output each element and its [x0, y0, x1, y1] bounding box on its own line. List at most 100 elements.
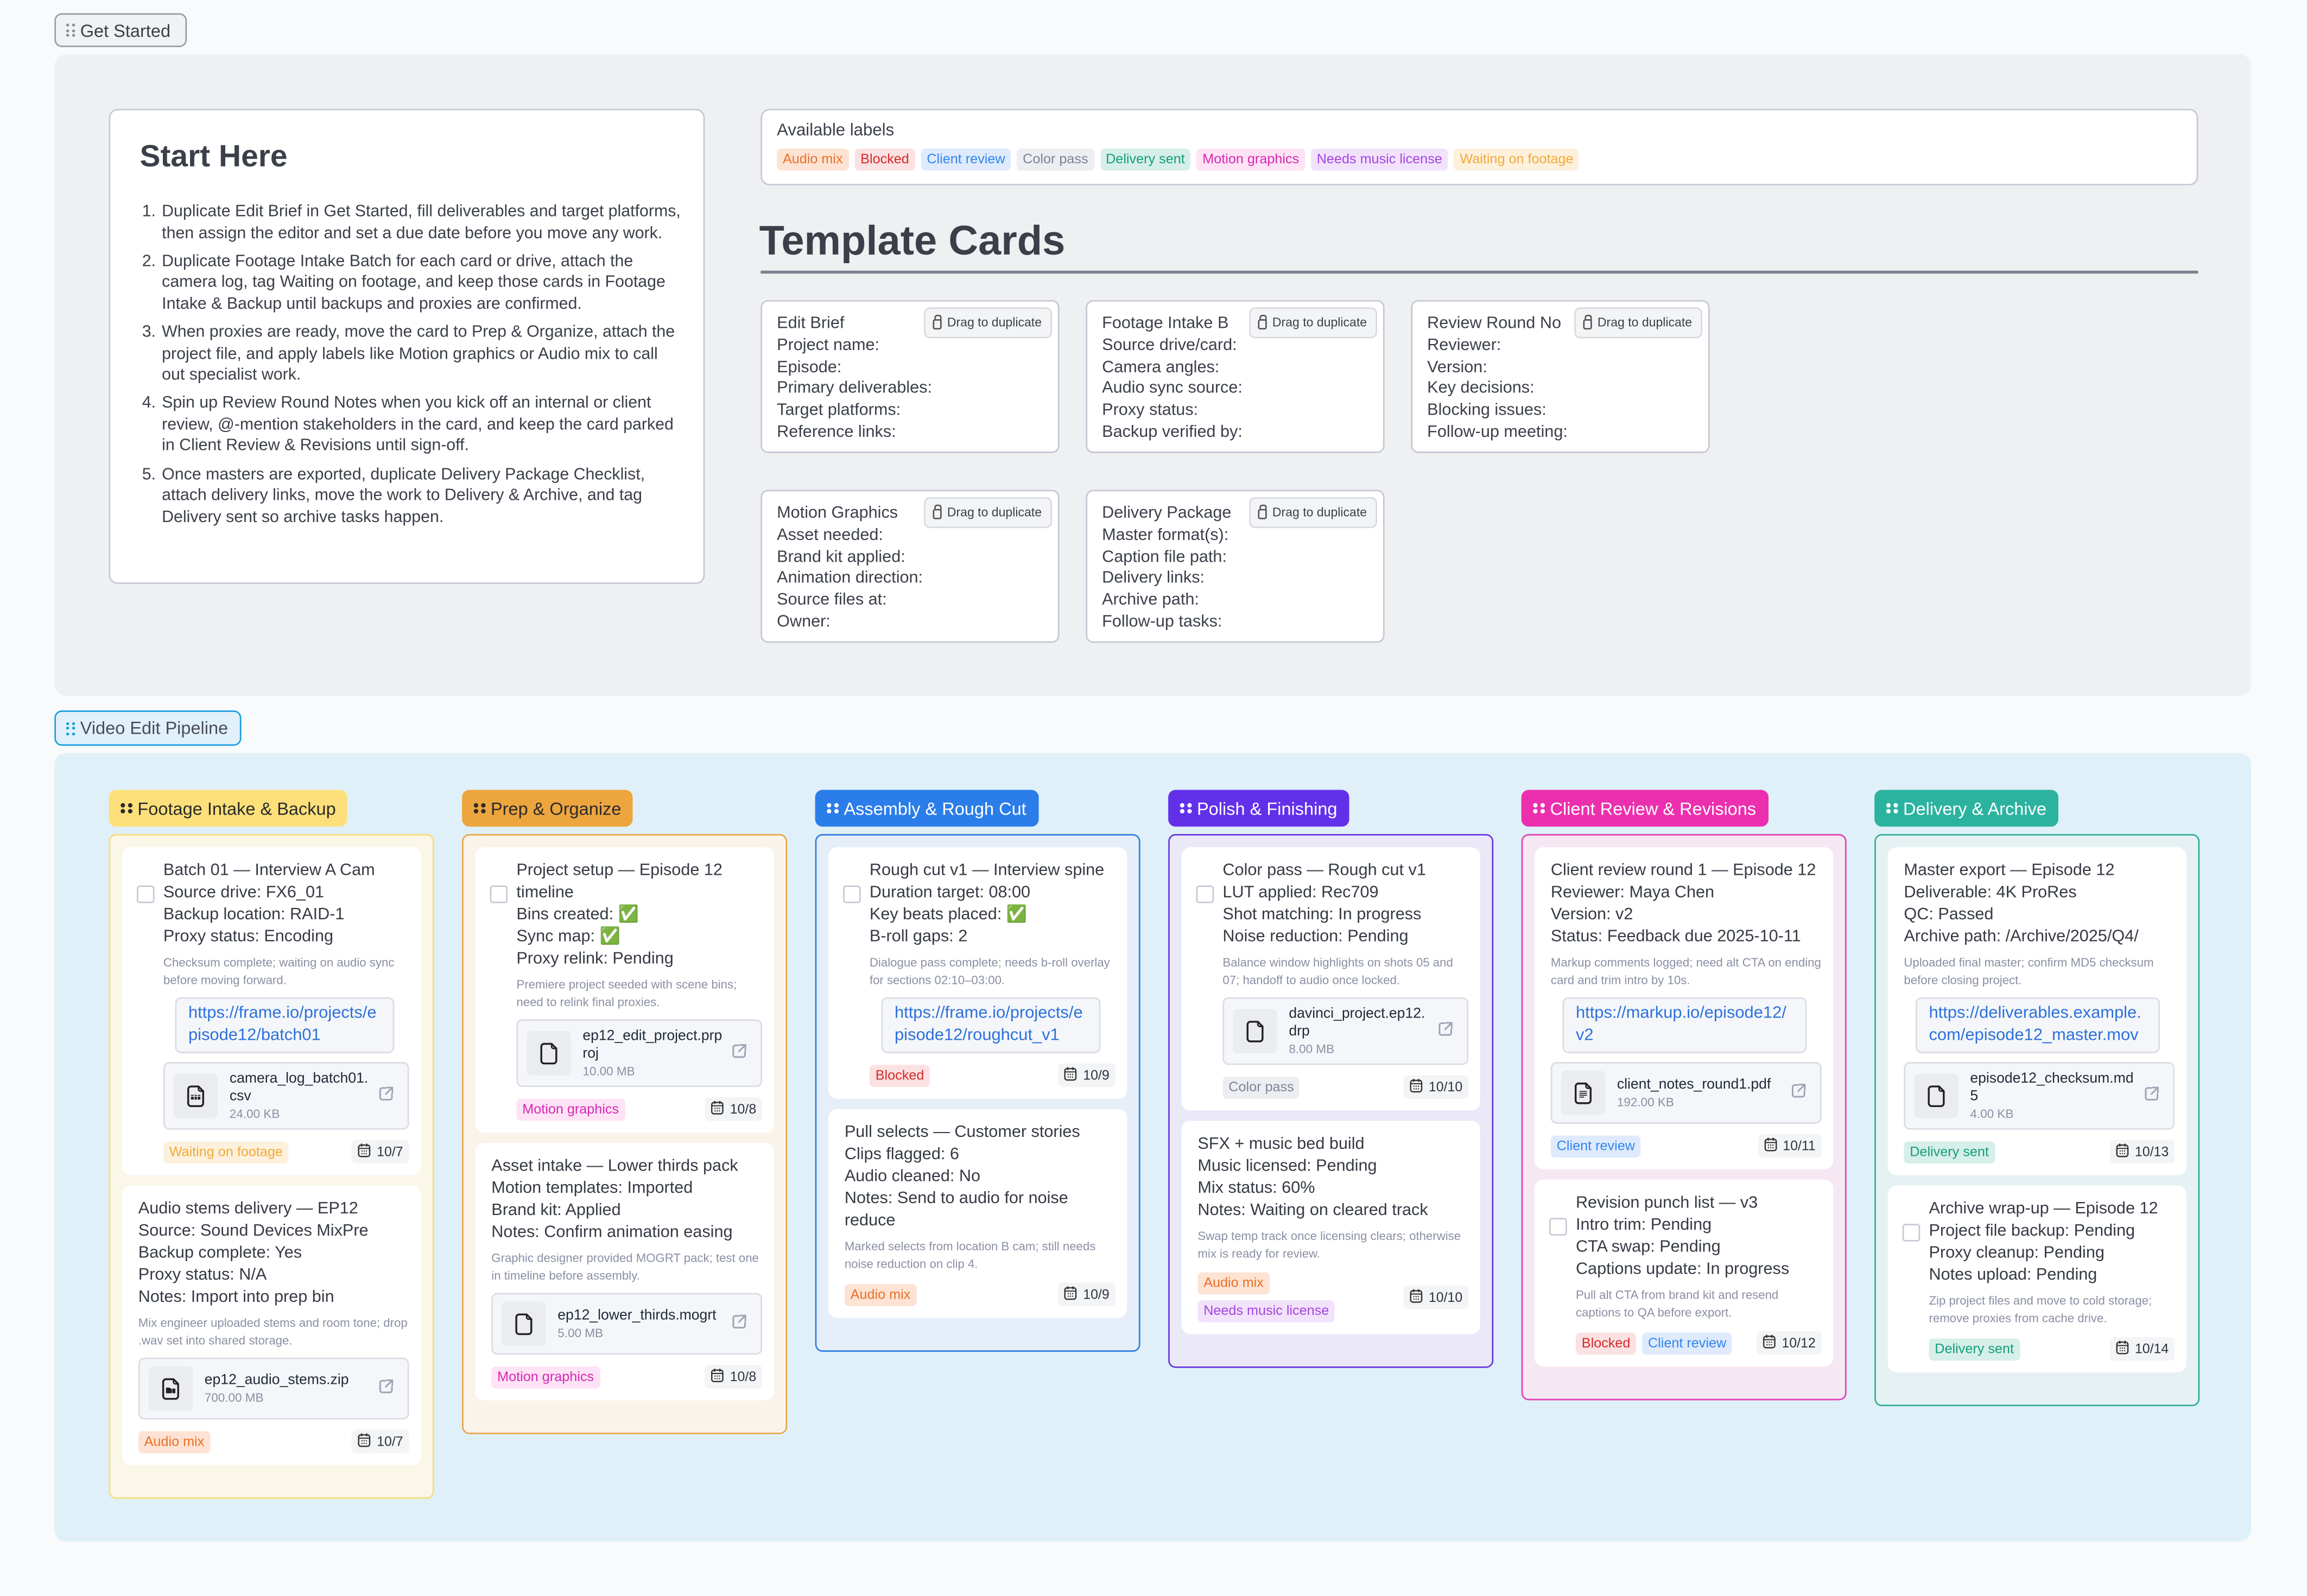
- task-card[interactable]: Audio stems delivery — EP12 Source: Sound…: [122, 1185, 421, 1465]
- spreadsheet-file-icon: [173, 1073, 218, 1118]
- file-attachment[interactable]: ep12_audio_stems.zip 700.00 MB: [138, 1357, 409, 1420]
- card-checkbox[interactable]: [843, 885, 861, 904]
- card-link[interactable]: https://frame.io/projects/episode12/roug…: [881, 997, 1101, 1053]
- label-chip[interactable]: Audio mix: [844, 1283, 917, 1306]
- task-card[interactable]: Color pass — Rough cut v1 LUT applied: Re…: [1181, 847, 1480, 1111]
- due-date[interactable]: 10/10: [1403, 1075, 1469, 1099]
- template-card[interactable]: Footage Intake B Source drive/card: Camera…: [1086, 300, 1385, 453]
- card-checkbox[interactable]: [1196, 885, 1214, 904]
- file-attachment[interactable]: ep12_edit_project.prproj 10.00 MB: [516, 1019, 763, 1088]
- card-checkbox[interactable]: [1902, 1224, 1921, 1242]
- file-attachment[interactable]: client_notes_round1.pdf 192.00 KB: [1550, 1061, 1822, 1124]
- card-description: Mix engineer uploaded stems and room ton…: [138, 1316, 408, 1347]
- file-attachment[interactable]: camera_log_batch01.csv 24.00 KB: [163, 1061, 409, 1130]
- label-chip[interactable]: Motion graphics: [491, 1365, 600, 1388]
- label-chip[interactable]: Motion graphics: [516, 1098, 625, 1121]
- label-chip[interactable]: Motion graphics: [1196, 148, 1305, 171]
- label-chip[interactable]: Client review: [1550, 1135, 1641, 1157]
- card-link[interactable]: https://frame.io/projects/episode12/batc…: [175, 997, 395, 1053]
- open-external-icon[interactable]: [2144, 1083, 2160, 1109]
- label-chip[interactable]: Delivery sent: [1100, 148, 1191, 171]
- column-title: Delivery & Archive: [1903, 798, 2046, 819]
- open-external-icon[interactable]: [1437, 1018, 1454, 1045]
- card-checkbox[interactable]: [490, 885, 508, 904]
- label-chip[interactable]: Audio mix: [1197, 1272, 1270, 1295]
- open-external-icon[interactable]: [378, 1375, 395, 1402]
- section-tag-get-started[interactable]: Get Started: [54, 13, 187, 47]
- due-date[interactable]: 10/13: [2109, 1140, 2175, 1164]
- open-external-icon[interactable]: [1791, 1080, 1807, 1107]
- file-attachment[interactable]: ep12_lower_thirds.mogrt 5.00 MB: [491, 1293, 763, 1355]
- step-2: Duplicate Footage Intake Batch for each …: [160, 251, 682, 316]
- card-checkbox[interactable]: [137, 885, 155, 904]
- due-date[interactable]: 10/7: [352, 1140, 409, 1164]
- column-header[interactable]: Footage Intake & Backup: [109, 790, 348, 827]
- task-card[interactable]: Rough cut v1 — Interview spine Duration t…: [828, 847, 1127, 1099]
- due-date[interactable]: 10/9: [1058, 1063, 1116, 1088]
- due-date[interactable]: 10/14: [2109, 1337, 2175, 1361]
- section-tag-video-edit-pipeline[interactable]: Video Edit Pipeline: [54, 710, 242, 746]
- open-external-icon[interactable]: [378, 1083, 395, 1109]
- calendar-icon: [358, 1433, 371, 1451]
- template-card[interactable]: Edit Brief Project name: Episode: Primary d…: [760, 300, 1060, 453]
- due-date[interactable]: 10/8: [705, 1097, 763, 1121]
- task-card[interactable]: SFX + music bed build Music licensed: Pen…: [1181, 1121, 1480, 1334]
- label-chip[interactable]: Audio mix: [138, 1430, 211, 1453]
- task-card[interactable]: Pull selects — Customer stories Clips fla…: [828, 1109, 1127, 1318]
- file-attachment[interactable]: davinci_project.ep12.drp 8.00 MB: [1222, 997, 1469, 1065]
- due-date[interactable]: 10/8: [705, 1365, 763, 1389]
- card-link[interactable]: https://markup.io/episode12/v2: [1562, 997, 1807, 1053]
- calendar-icon: [1764, 1137, 1777, 1155]
- template-card[interactable]: Delivery Package Master format(s): Caption…: [1086, 489, 1385, 643]
- template-card[interactable]: Review Round No Reviewer: Version: Key deci…: [1411, 300, 1710, 453]
- label-chip[interactable]: Blocked: [854, 148, 915, 171]
- card-line: Shot matching: In progress: [1222, 906, 1422, 924]
- due-date[interactable]: 10/9: [1058, 1282, 1116, 1306]
- drag-to-duplicate-button[interactable]: Drag to duplicate: [1574, 307, 1703, 338]
- card-labels: Waiting on footage: [163, 1140, 289, 1163]
- file-attachment[interactable]: episode12_checksum.md5 4.00 KB: [1904, 1061, 2175, 1130]
- task-card[interactable]: Revision punch list — v3 Intro trim: Pend…: [1535, 1179, 1834, 1367]
- document-file-icon: [1561, 1071, 1606, 1115]
- task-card[interactable]: Batch 01 — Interview A Cam Source drive: …: [122, 847, 421, 1175]
- column-header[interactable]: Client Review & Revisions: [1521, 790, 1768, 827]
- column-header[interactable]: Polish & Finishing: [1168, 790, 1349, 827]
- task-card[interactable]: Archive wrap-up — Episode 12 Project file…: [1887, 1185, 2186, 1372]
- task-card[interactable]: Project setup — Episode 12 timeline Bins …: [475, 847, 774, 1133]
- open-external-icon[interactable]: [731, 1040, 747, 1066]
- card-description: Dialogue pass complete; needs b-roll ove…: [869, 956, 1110, 987]
- open-external-icon[interactable]: [731, 1311, 747, 1337]
- label-chip[interactable]: Delivery sent: [1904, 1140, 1995, 1163]
- drag-to-duplicate-button[interactable]: Drag to duplicate: [923, 497, 1053, 528]
- task-card[interactable]: Client review round 1 — Episode 12 Review…: [1535, 847, 1834, 1169]
- due-date[interactable]: 10/11: [1758, 1134, 1822, 1158]
- template-card[interactable]: Motion Graphics Asset needed: Brand kit ap…: [760, 489, 1060, 643]
- card-content: Revision punch list — v3 Intro trim: Pend…: [1575, 1193, 1822, 1355]
- task-card[interactable]: Master export — Episode 12 Deliverable: 4…: [1887, 847, 2186, 1175]
- drag-to-duplicate-button[interactable]: Drag to duplicate: [1248, 497, 1378, 528]
- task-card[interactable]: Asset intake — Lower thirds pack Motion t…: [475, 1143, 774, 1401]
- label-chip[interactable]: Client review: [921, 148, 1011, 171]
- label-chip[interactable]: Needs music license: [1310, 148, 1448, 171]
- drag-to-duplicate-button[interactable]: Drag to duplicate: [923, 307, 1053, 338]
- label-chip[interactable]: Client review: [1642, 1332, 1733, 1355]
- drag-to-duplicate-button[interactable]: Drag to duplicate: [1248, 307, 1378, 338]
- label-chip[interactable]: Delivery sent: [1929, 1338, 2020, 1360]
- label-chip[interactable]: Color pass: [1017, 148, 1094, 171]
- label-chip[interactable]: Blocked: [869, 1064, 930, 1086]
- label-chip[interactable]: Waiting on footage: [163, 1140, 289, 1163]
- label-chip[interactable]: Audio mix: [777, 148, 849, 171]
- due-date[interactable]: 10/10: [1403, 1285, 1469, 1309]
- label-chip[interactable]: Waiting on footage: [1454, 148, 1580, 171]
- due-date[interactable]: 10/7: [352, 1429, 409, 1453]
- column-header[interactable]: Prep & Organize: [462, 790, 633, 827]
- due-date[interactable]: 10/12: [1757, 1331, 1822, 1355]
- card-checkbox[interactable]: [1549, 1218, 1567, 1236]
- card-link[interactable]: https://deliverables.example.com/episode…: [1916, 997, 2160, 1053]
- label-chip[interactable]: Blocked: [1575, 1332, 1637, 1355]
- column-header[interactable]: Assembly & Rough Cut: [815, 790, 1038, 827]
- file-name: ep12_lower_thirds.mogrt: [557, 1307, 717, 1324]
- label-chip[interactable]: Needs music license: [1197, 1300, 1335, 1322]
- label-chip[interactable]: Color pass: [1222, 1076, 1300, 1098]
- column-header[interactable]: Delivery & Archive: [1874, 790, 2058, 827]
